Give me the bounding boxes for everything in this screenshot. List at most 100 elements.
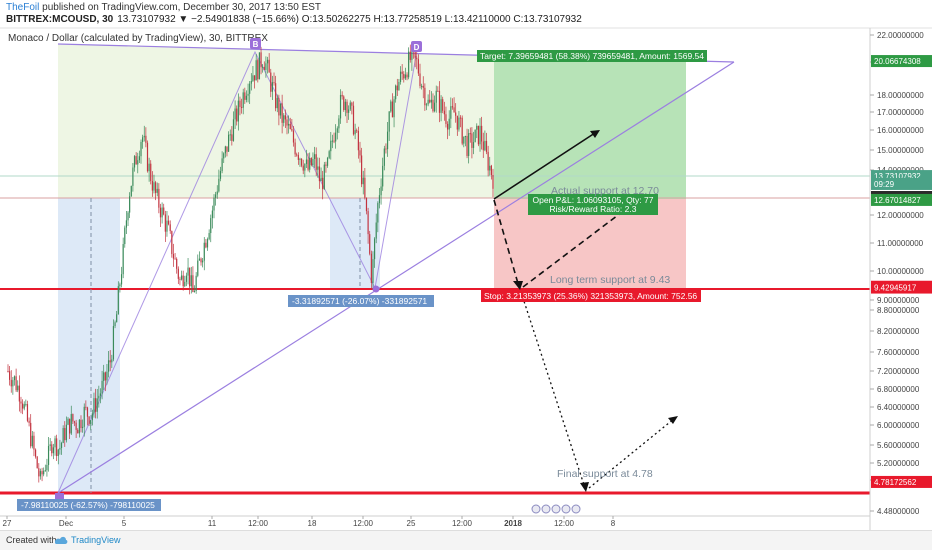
candle-body [26,404,29,421]
candle-body [292,130,295,143]
candle-body [343,96,345,111]
rebound-arrow [522,205,631,288]
candle-body [268,59,270,73]
candle-body [453,107,455,113]
point-b-label: B [253,40,259,49]
candle-body [197,260,199,276]
candle-body [257,60,259,80]
pnl-box[interactable] [528,194,658,215]
candle-body [112,326,115,360]
price-tick-label: 22.00000000 [877,31,924,40]
candle-body [69,418,71,434]
stop-label-box[interactable] [481,290,701,302]
candle-body [349,102,351,110]
candle-body [94,398,97,412]
candle-body [378,195,381,204]
measure-label-box-2[interactable] [288,295,434,307]
candle-body [297,155,299,160]
candle-body [451,106,454,108]
candle-body [43,470,45,475]
point-d-marker[interactable] [411,41,422,52]
crash-arrow-head [580,482,589,492]
candle-body [318,166,321,182]
point-b-marker[interactable] [250,38,261,49]
candle-body [398,82,400,91]
bull-arrow [493,130,599,200]
footer-brand[interactable]: TradingView [71,535,121,545]
candle-body [198,258,201,261]
time-axis[interactable]: 27 Dec 5 11 12:00 18 12:00 25 12:00 2018 12:00 8 [3,516,616,528]
candle-body [322,177,324,190]
pnl-label: Open P&L: 1.06093105, Qty: 77 [533,195,654,205]
footer-bar: Created with TradingView [0,530,932,550]
harmonic-pattern[interactable] [57,50,417,494]
candle-body [114,322,116,327]
candle-body [135,156,137,165]
price-tag-box [871,475,932,488]
candle-body [253,75,256,81]
candle-body [34,449,37,457]
candle-body [484,140,486,151]
candle-body [300,158,303,166]
author-name[interactable]: TheFoil [6,2,39,13]
price-tags: 20.0667430813.7310793209:2912.7960856612… [871,55,932,488]
candle-body [9,371,11,380]
candle-body [396,85,398,91]
price-tick-label: 8.20000000 [877,327,920,336]
event-icons[interactable] [531,504,581,514]
candle-body [461,117,463,144]
candle-body [36,456,38,469]
candle-body [205,242,207,248]
candle-body [373,238,376,260]
candle-body [159,207,162,218]
candle-body [468,133,470,156]
candle-body [56,438,58,457]
candle-body [221,158,223,172]
candle-body [229,134,231,136]
candle-body [403,73,405,79]
candle-body [438,90,441,113]
candle-body [395,85,397,100]
candle-body [357,130,359,151]
candle-body [226,146,228,152]
price-tick-label: 7.60000000 [877,348,920,357]
candle-body [107,360,110,372]
event-icon[interactable] [571,504,581,514]
target-label-box[interactable] [477,50,707,62]
candle-body [416,57,418,60]
event-icon[interactable] [541,504,551,514]
lower-trendline[interactable] [57,61,735,494]
event-icon[interactable] [561,504,571,514]
candle-body [119,284,121,287]
event-icon[interactable] [551,504,561,514]
time-tick-label: 12:00 [353,519,374,528]
candle-body [490,165,492,176]
price-tick-label: 12.00000000 [877,211,924,220]
price-tag-box [871,55,932,68]
time-tick-label: 2018 [504,519,522,528]
projection-arrows [493,130,678,492]
candle-body [326,157,329,166]
candle-body [320,177,322,182]
candle-body [31,435,33,447]
candle-body [469,133,471,135]
candle-body [54,438,56,448]
time-tick-label: 27 [3,519,12,528]
final-support-note: Final support at 4.78 [557,468,653,480]
candle-body [180,275,183,280]
measure-label-box-1[interactable] [17,499,161,511]
candle-body [258,52,261,80]
candle-body [70,414,72,434]
risk-reward-label: Risk/Reward Ratio: 2.3 [550,204,637,214]
candle-body [187,267,189,276]
candle-body [17,385,19,391]
price-axis[interactable]: 22.0000000020.0000000018.0000000017.0000… [870,31,924,516]
candle-body [430,99,432,103]
candle-body [7,371,9,372]
event-icon[interactable] [531,504,541,514]
chart-canvas[interactable]: TheFoil published on TradingView.com, De… [0,0,932,530]
candle-body [82,426,84,429]
candle-body [273,82,275,84]
candle-body [185,275,188,282]
candle-body [313,154,316,159]
